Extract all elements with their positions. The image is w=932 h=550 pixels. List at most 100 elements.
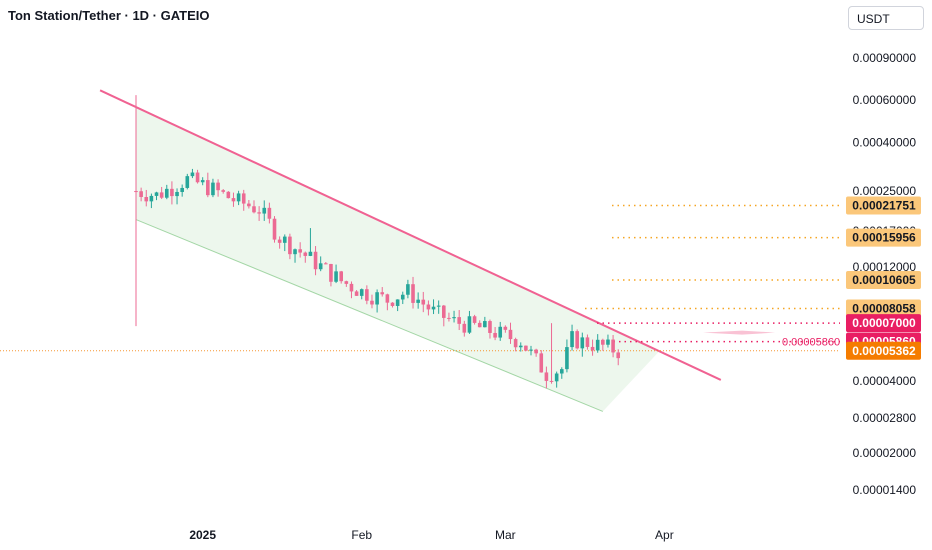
candle-body	[575, 331, 579, 349]
candle-body	[257, 212, 261, 214]
price-badge-label: 0.00008058	[852, 302, 916, 316]
candle-body	[190, 172, 195, 177]
candle-body	[267, 207, 272, 219]
price-badge-label: 0.00015956	[852, 231, 916, 245]
candle-body	[134, 191, 138, 193]
price-badge	[846, 196, 921, 215]
price-badge-label: 0.00021751	[852, 199, 916, 213]
candle-body	[472, 316, 477, 323]
candle-body	[611, 339, 615, 353]
candle-body	[236, 193, 241, 202]
candles-layer	[134, 95, 621, 389]
candle-body	[559, 369, 564, 374]
channel-upper-line	[99, 89, 722, 381]
y-tick-label: 0.00004000	[853, 374, 917, 388]
candle-body	[606, 339, 610, 345]
candle-body	[580, 337, 585, 349]
candle-body	[139, 191, 143, 198]
candle-body	[447, 317, 451, 319]
y-tick-label: 0.00001400	[853, 483, 917, 497]
x-tick-label: 2025	[189, 528, 216, 542]
candle-body	[411, 284, 415, 303]
candle-body	[206, 180, 210, 196]
candle-body	[252, 206, 256, 213]
candle-body	[349, 283, 354, 292]
candle-body	[216, 182, 220, 191]
candle-body	[508, 329, 513, 340]
candle-body	[288, 236, 292, 255]
candle-body	[313, 251, 318, 270]
candle-body	[164, 188, 169, 198]
candle-body	[452, 317, 456, 319]
candle-body	[426, 304, 431, 310]
y-tick-label: 0.00002800	[853, 411, 917, 425]
candle-body	[601, 339, 605, 345]
candle-body	[483, 321, 487, 328]
candle-body	[308, 251, 313, 256]
currency-selector[interactable]: USDT	[848, 6, 924, 30]
candle-body	[272, 218, 277, 240]
candle-body	[539, 353, 544, 373]
candle-body	[298, 249, 302, 253]
price-badges: 0.00021751 0.00015956 0.00010605 0.00008058…	[846, 196, 921, 360]
candle-body	[549, 380, 554, 382]
candle-body	[585, 337, 590, 347]
levels-layer: 0.00005860	[0, 204, 840, 352]
candle-body	[595, 339, 600, 351]
candle-body	[293, 249, 297, 255]
candle-body	[380, 292, 385, 295]
channel-fill	[136, 107, 660, 412]
price-badge	[846, 299, 921, 318]
candle-body	[154, 192, 159, 196]
candle-body	[370, 300, 374, 305]
x-tick-label: Mar	[495, 528, 516, 542]
candle-body	[534, 349, 538, 354]
candle-body	[170, 188, 174, 197]
candle-body	[344, 281, 349, 284]
candle-body	[554, 373, 559, 382]
candle-body	[436, 305, 441, 307]
candle-body	[359, 289, 364, 296]
candle-body	[395, 299, 400, 306]
candle-body	[524, 345, 528, 351]
candle-body	[544, 372, 549, 381]
candle-body	[442, 305, 446, 318]
candle-body	[375, 292, 379, 305]
candle-body	[226, 191, 231, 199]
candle-body	[277, 239, 282, 243]
candle-body	[590, 346, 595, 351]
y-tick-label: 0.00025000	[853, 184, 917, 198]
candle-body	[416, 299, 420, 303]
candle-body	[493, 332, 497, 338]
candle-body	[390, 302, 395, 306]
price-badge	[846, 341, 921, 360]
candle-body	[241, 193, 246, 204]
candle-body	[185, 176, 190, 188]
candle-body	[570, 331, 574, 348]
x-tick-label: Feb	[351, 528, 372, 542]
candle-body	[503, 326, 508, 330]
candle-body	[262, 207, 267, 214]
candle-body	[324, 263, 328, 265]
price-badge-label: 0.00007000	[852, 316, 916, 330]
candle-body	[231, 198, 236, 202]
candle-body	[211, 182, 215, 196]
candle-body	[247, 203, 251, 207]
y-tick-label: 0.00090000	[853, 51, 917, 65]
candle-body	[200, 180, 205, 183]
candle-body	[406, 284, 410, 295]
candle-body	[144, 197, 149, 202]
candle-body	[334, 271, 338, 282]
candle-body	[282, 236, 287, 243]
y-tick-label: 0.00002000	[853, 446, 917, 460]
y-tick-label: 0.00040000	[853, 135, 917, 149]
candle-body	[180, 187, 184, 192]
x-axis: 2025 Feb Mar Apr	[189, 528, 673, 542]
candle-body	[467, 316, 472, 333]
candle-body	[195, 172, 200, 183]
candle-body	[421, 299, 426, 305]
candle-body	[462, 323, 467, 333]
candle-body	[457, 317, 461, 324]
candle-body	[477, 322, 482, 328]
